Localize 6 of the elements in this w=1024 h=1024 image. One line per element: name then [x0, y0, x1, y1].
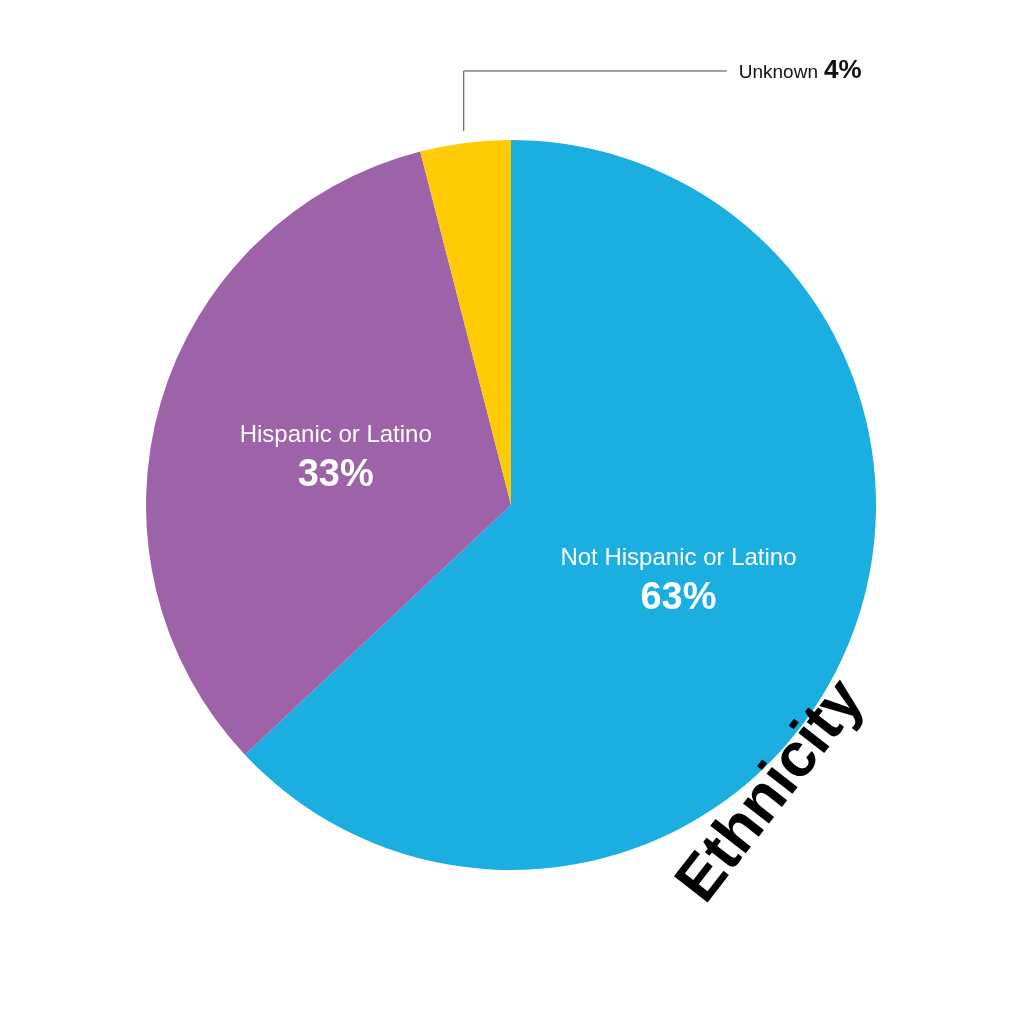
data-label: 33% — [297, 452, 374, 495]
slice-label: Not Hispanic or Latino — [560, 543, 797, 571]
slice-label: Unknown — [738, 61, 818, 83]
data-label: 4% — [823, 54, 862, 85]
slice-label: Hispanic or Latino — [239, 420, 432, 448]
data-label: 63% — [640, 575, 717, 618]
